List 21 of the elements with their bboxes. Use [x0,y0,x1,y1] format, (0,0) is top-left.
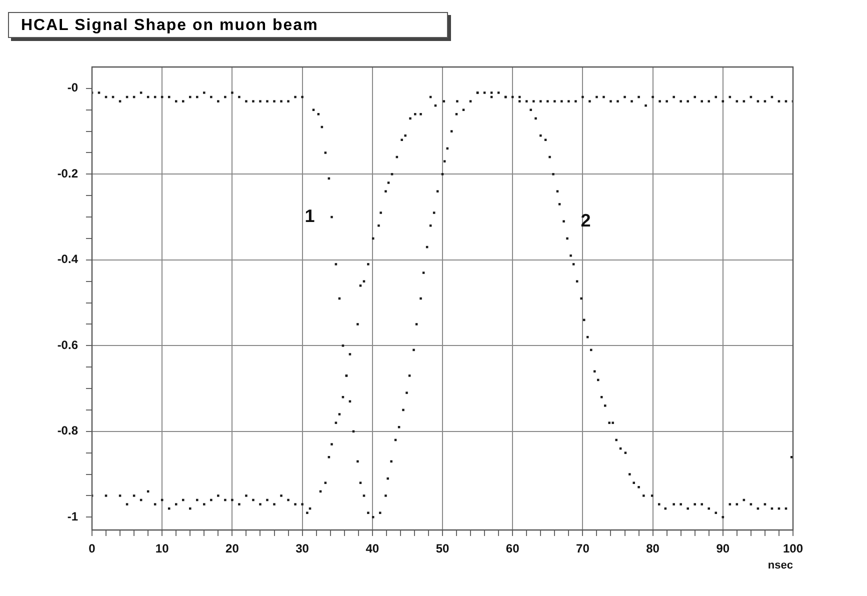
x-axis-title: nsec [768,560,793,572]
x-tick-label: 40 [366,542,380,556]
y-tick-label: -1 [67,509,78,524]
x-tick-label: 10 [155,542,170,556]
x-tick-label: 70 [576,542,590,556]
annotation: 2 [580,210,591,230]
x-tick-label: 50 [436,542,450,556]
x-tick-label: 80 [646,542,660,556]
chart-title: HCAL Signal Shape on muon beam [8,12,448,38]
x-tick-label: 0 [88,542,96,556]
x-tick-label: 20 [226,542,240,556]
annotation: 1 [304,206,315,226]
y-tick-label: -0.4 [57,252,78,266]
x-tick-label: 100 [782,542,804,556]
x-tick-label: 90 [716,542,730,556]
x-tick-label: 30 [296,542,310,556]
x-tick-label: 60 [506,542,520,556]
y-tick-label: -0.2 [57,166,78,180]
y-tick-label: -0.6 [57,338,78,352]
y-tick-label: -0 [67,80,78,95]
y-tick-label: -0.8 [57,424,78,438]
